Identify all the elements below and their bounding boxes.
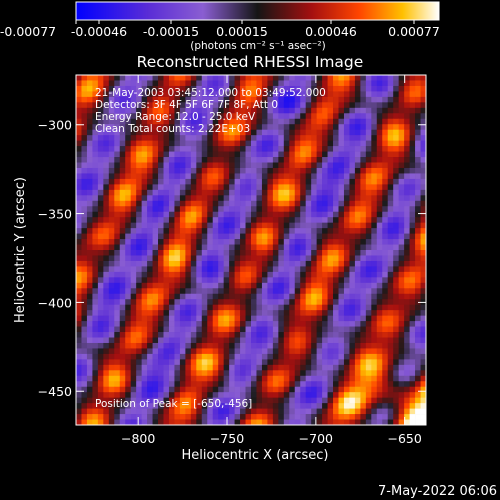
colorbar-tick-label: 0.00077 [388, 24, 440, 39]
plot-frame [75, 74, 427, 426]
y-tick-label: −350 [38, 207, 72, 222]
annotation-energy-range: Energy Range: 12.0 - 25.0 keV [95, 111, 256, 123]
annotation-detectors: Detectors: 3F 4F 5F 6F 7F 8F, Att 0 [95, 99, 278, 111]
colorbar-unit-label: (photons cm⁻² s⁻¹ asec⁻²) [190, 40, 325, 52]
y-tick-label: −300 [38, 118, 72, 133]
y-tick-label: −450 [38, 384, 72, 399]
annotation-clean-counts: Clean Total counts: 2.22E+03 [95, 123, 250, 135]
peak-position-label: Position of Peak = [-650,-456] [95, 398, 252, 410]
colorbar-tick-label: 0.00015 [216, 24, 268, 39]
x-tick-label: −800 [121, 431, 155, 446]
y-tick-label: −400 [38, 295, 72, 310]
annotation-time-range: 21-May-2003 03:45:12.000 to 03:49:52.000 [95, 87, 326, 99]
colorbar-tick-label: -0.00046 [71, 24, 127, 39]
y-axis-label: Heliocentric Y (arcsec) [13, 177, 28, 323]
axis-ticks: −800 −750 −700 −650 −300 −350 −400 −450 [38, 75, 426, 446]
colorbar-gradient [75, 1, 440, 21]
colorbar-tick-label: -0.00015 [143, 24, 199, 39]
x-axis-label: Heliocentric X (arcsec) [182, 448, 329, 463]
x-tick-label: −700 [299, 431, 333, 446]
timestamp: 7-May-2022 06:06 [378, 484, 497, 499]
heatmap-image [76, 75, 426, 425]
chart-title: Reconstructed RHESSI Image [137, 53, 364, 71]
colorbar-tick-label: 0.00046 [305, 24, 357, 39]
colorbar-tick-label: -0.00077 [0, 24, 56, 39]
x-tick-label: −650 [388, 431, 422, 446]
x-tick-label: −750 [210, 431, 244, 446]
colorbar-ticks: -0.00077 -0.00046 -0.00015 0.00015 0.00046 0.… [0, 20, 440, 39]
